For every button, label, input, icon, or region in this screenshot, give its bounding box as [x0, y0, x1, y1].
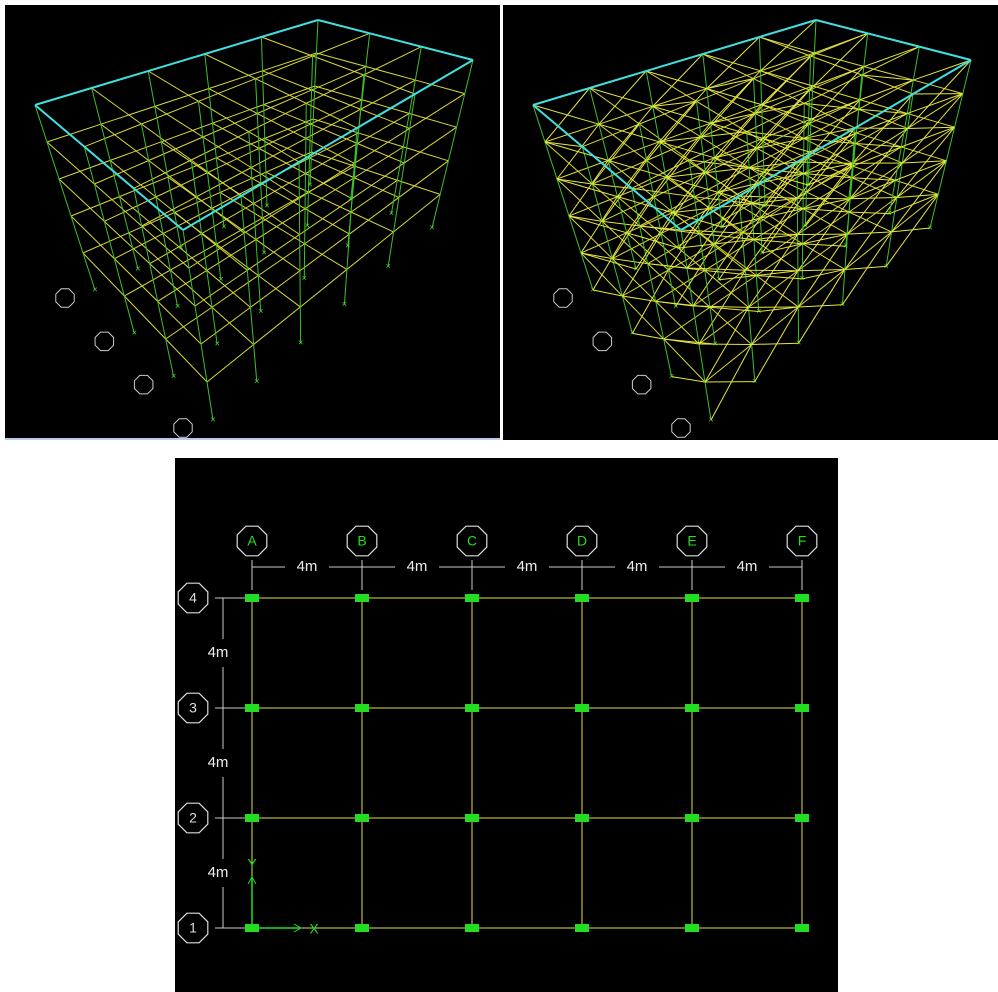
column-marker: [575, 704, 589, 712]
support-marker: ×: [92, 284, 97, 294]
support-marker: ×: [669, 371, 674, 381]
support-marker: ×: [135, 263, 140, 273]
column-marker: [795, 924, 809, 932]
support-marker: ×: [342, 299, 347, 309]
support-marker: ×: [843, 241, 848, 251]
column-label: B: [357, 533, 366, 549]
support-marker: ×: [210, 414, 215, 424]
column-marker: [795, 814, 809, 822]
support-marker: ×: [386, 261, 391, 271]
column-marker: [795, 594, 809, 602]
dimension-label: 4m: [627, 558, 648, 575]
column-label: A: [247, 533, 257, 549]
column-marker: [465, 924, 479, 932]
support-marker: ×: [429, 222, 434, 232]
dimension-label: 4m: [208, 644, 229, 661]
row-label: 1: [189, 920, 197, 936]
column-marker: [795, 704, 809, 712]
support-marker: ×: [221, 221, 226, 231]
support-marker: ×: [254, 376, 259, 386]
support-marker: ×: [262, 247, 267, 257]
column-marker: [685, 704, 699, 712]
column-label: E: [687, 533, 696, 549]
column-marker: [355, 594, 369, 602]
support-marker: ×: [264, 200, 269, 210]
column-marker: [575, 814, 589, 822]
column-marker: [355, 814, 369, 822]
dimension-label: 4m: [737, 558, 758, 575]
column-marker: [245, 704, 259, 712]
support-marker: ×: [298, 338, 303, 348]
support-marker: ×: [178, 242, 183, 252]
column-marker: [245, 594, 259, 602]
dimension-label: 4m: [208, 754, 229, 771]
row-label: 3: [189, 700, 197, 716]
column-marker: [465, 814, 479, 822]
support-marker: ×: [927, 222, 932, 232]
column-marker: [685, 814, 699, 822]
column-label: C: [467, 533, 477, 549]
axis-label: X: [309, 921, 319, 937]
row-label: 2: [189, 810, 197, 826]
row-label: 4: [189, 590, 197, 606]
support-marker: ×: [345, 241, 350, 251]
column-label: F: [798, 533, 807, 549]
axis-label: Y: [247, 856, 257, 872]
support-marker: ×: [258, 306, 263, 316]
column-marker: [355, 704, 369, 712]
support-marker: ×: [348, 194, 353, 204]
support-marker: ×: [215, 338, 220, 348]
support-marker: ×: [307, 179, 312, 189]
column-marker: [575, 924, 589, 932]
support-marker: ×: [171, 371, 176, 381]
dimension-label: 4m: [407, 558, 428, 575]
view-3d-frame: [5, 5, 500, 438]
column-marker: [465, 704, 479, 712]
support-marker: ×: [389, 208, 394, 218]
support-marker: ×: [132, 328, 137, 338]
support-marker: ×: [218, 274, 223, 284]
support-marker: ×: [305, 221, 310, 231]
plan-view-frame: [175, 458, 838, 992]
dimension-label: 4m: [517, 558, 538, 575]
column-marker: [575, 594, 589, 602]
dimension-label: 4m: [208, 864, 229, 881]
column-marker: [685, 924, 699, 932]
support-marker: ×: [175, 301, 180, 311]
column-marker: [245, 814, 259, 822]
column-marker: [685, 594, 699, 602]
support-marker: ×: [302, 273, 307, 283]
figure: ×××××××××××××××××××××××× ×××××××××××××××…: [0, 0, 998, 992]
column-label: D: [577, 533, 587, 549]
column-marker: [355, 924, 369, 932]
dimension-label: 4m: [297, 558, 318, 575]
page: ×××××××××××××××××××××××× ×××××××××××××××…: [0, 0, 998, 992]
column-marker: [465, 594, 479, 602]
